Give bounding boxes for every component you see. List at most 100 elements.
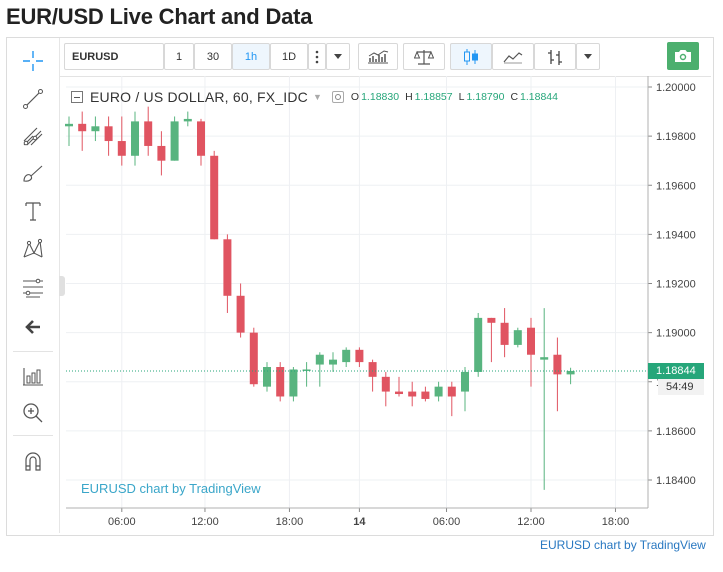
- candle: [408, 381, 417, 407]
- candles-icon: [464, 48, 478, 65]
- high-value: 1.18857: [414, 91, 453, 103]
- caret-down-icon: [584, 54, 592, 59]
- pattern-tool[interactable]: [20, 236, 46, 262]
- pitchfork-tool[interactable]: [20, 123, 46, 149]
- x-tick-label: 12:00: [191, 516, 219, 528]
- candle-body: [117, 141, 126, 156]
- y-tick-label: 1.18600: [656, 426, 696, 438]
- vertical-dots-icon: [315, 50, 319, 63]
- line-style-button[interactable]: [492, 43, 534, 70]
- candle: [500, 308, 509, 358]
- symbol-input[interactable]: EURUSD: [64, 43, 164, 70]
- candle-body: [408, 391, 417, 397]
- bar-countdown: 54:49: [658, 378, 704, 395]
- more-intervals-button[interactable]: [308, 43, 326, 70]
- candle-body: [461, 371, 469, 392]
- candle: [183, 111, 192, 127]
- candle: [170, 116, 179, 161]
- candle-body: [381, 376, 390, 392]
- pitchfork-icon: [23, 127, 43, 146]
- candle: [65, 116, 73, 146]
- candle: [117, 116, 126, 166]
- candle-body: [329, 359, 337, 365]
- candle-body: [276, 367, 285, 397]
- zoom-in-icon: [23, 403, 43, 423]
- candle-body: [434, 386, 443, 397]
- y-tick-label: 1.19200: [656, 279, 696, 291]
- candle-body: [513, 330, 522, 345]
- text-icon: [25, 202, 41, 221]
- compare-button[interactable]: [403, 43, 445, 70]
- chart-watermark[interactable]: EURUSD chart by TradingView: [81, 481, 261, 496]
- crosshair-tool[interactable]: [20, 48, 46, 74]
- close-label: C: [510, 91, 519, 103]
- toolbar-collapse-handle[interactable]: [59, 276, 65, 296]
- interval-1-button[interactable]: 1: [164, 43, 194, 70]
- chart-widget: [6, 37, 714, 536]
- x-tick-label: 12:00: [517, 516, 545, 528]
- collapse-legend-icon[interactable]: [71, 91, 83, 103]
- candle-body: [131, 121, 139, 156]
- text-tool[interactable]: [20, 198, 46, 224]
- y-tick-label: 1.20000: [656, 82, 696, 94]
- current-price-tag: 1.18844: [648, 362, 704, 379]
- candle-body: [487, 317, 496, 323]
- top-toolbar: EURUSD 1 30 1h 1D: [60, 38, 711, 77]
- brush-tool[interactable]: [20, 160, 46, 186]
- close-value: 1.18844: [520, 91, 558, 103]
- candle-body: [210, 155, 219, 240]
- candle: [461, 367, 469, 412]
- page-title: EUR/USD Live Chart and Data: [6, 4, 313, 29]
- interval-1d-button[interactable]: 1D: [270, 43, 308, 70]
- candles-style-button[interactable]: [450, 43, 492, 70]
- candle: [144, 106, 153, 156]
- zoom-tool[interactable]: [20, 400, 46, 426]
- candle-body: [447, 386, 456, 397]
- bars-icon: [548, 49, 562, 65]
- series-title: EURO / US DOLLAR, 60, FX_IDC: [90, 89, 308, 105]
- caret-down-icon[interactable]: ▼: [313, 92, 322, 102]
- fib-icon: [23, 278, 43, 298]
- candle-body: [197, 121, 205, 156]
- chart-style-dropdown[interactable]: [576, 43, 600, 70]
- toolbar-divider: [13, 351, 53, 352]
- low-value: 1.18790: [466, 91, 505, 103]
- tradingview-footer-link[interactable]: EURUSD chart by TradingView: [540, 538, 706, 552]
- candle-body: [474, 317, 483, 372]
- interval-30-button[interactable]: 30: [194, 43, 232, 70]
- candle: [487, 317, 496, 363]
- bars-style-button[interactable]: [534, 43, 576, 70]
- candle-body: [78, 123, 87, 132]
- candle-body: [540, 357, 549, 360]
- indicators-button[interactable]: [358, 43, 398, 70]
- candle-body: [355, 349, 364, 363]
- brush-icon: [23, 165, 43, 182]
- candle-body: [157, 145, 166, 161]
- trend-line-tool[interactable]: [20, 86, 46, 112]
- candle: [513, 327, 522, 348]
- candle: [249, 327, 258, 387]
- hide-toolbar-tool[interactable]: [20, 314, 46, 340]
- fib-tool[interactable]: [20, 275, 46, 301]
- interval-dropdown-button[interactable]: [326, 43, 350, 70]
- candle: [302, 362, 311, 387]
- measure-tool[interactable]: [20, 363, 46, 389]
- candle: [315, 352, 324, 387]
- x-tick-label: 18:00: [276, 516, 304, 528]
- x-tick-label: 06:00: [433, 516, 461, 528]
- visibility-icon[interactable]: [331, 91, 344, 103]
- candle-body: [144, 121, 153, 146]
- candle: [395, 376, 403, 397]
- drawing-toolbar: [7, 38, 60, 533]
- camera-icon: [675, 50, 691, 62]
- magnet-tool[interactable]: [20, 448, 46, 474]
- candle: [434, 381, 443, 402]
- snapshot-button[interactable]: [667, 42, 699, 70]
- interval-1h-button[interactable]: 1h: [232, 43, 270, 70]
- candle-body: [65, 123, 73, 127]
- candle-body: [527, 327, 535, 355]
- candle: [197, 118, 205, 166]
- candle: [527, 317, 535, 387]
- candle: [474, 312, 483, 377]
- candle-body: [236, 295, 245, 333]
